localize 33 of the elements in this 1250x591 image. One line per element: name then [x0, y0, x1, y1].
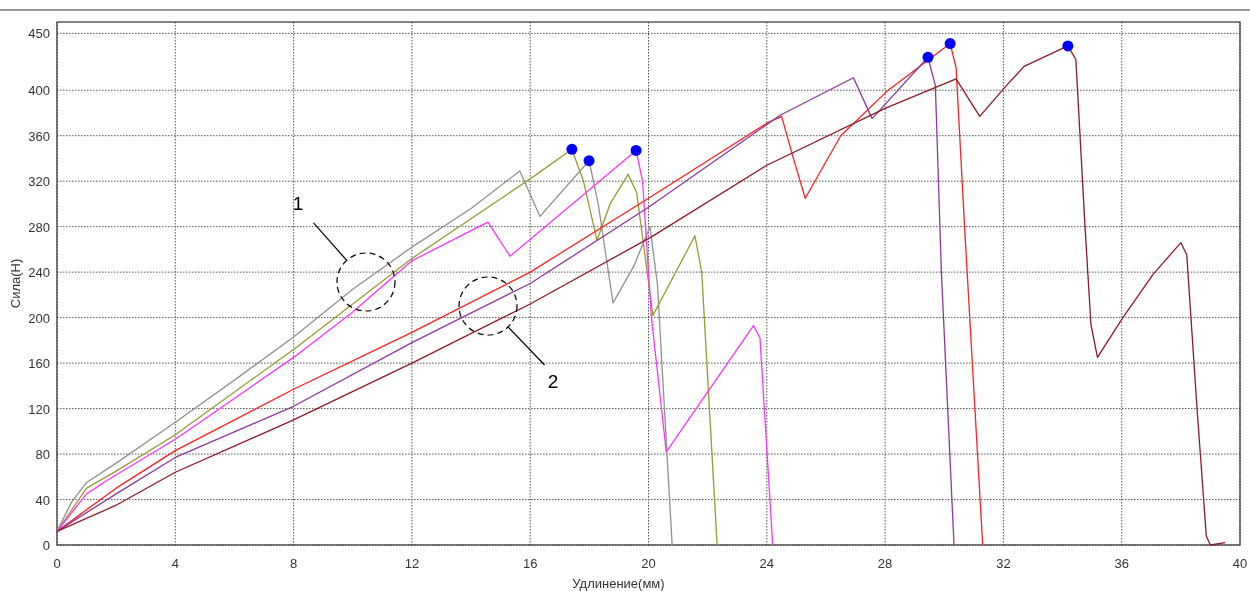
y-tick-label: 280 [28, 219, 50, 235]
point [566, 143, 578, 155]
point [583, 155, 595, 167]
y-tick-label: 200 [28, 310, 50, 326]
y-tick-label: 40 [35, 492, 50, 508]
x-tick-label: 20 [641, 556, 656, 571]
point [1062, 40, 1074, 52]
y-tick-label: 80 [35, 447, 50, 463]
x-tick-label: 8 [289, 556, 298, 571]
y-tick-label: 160 [28, 356, 50, 372]
annotation: 1 [292, 193, 304, 214]
y-tick-label: 360 [28, 128, 50, 144]
y-tick-label: 120 [28, 401, 50, 417]
point [944, 38, 956, 50]
x-tick-label: 16 [522, 556, 538, 571]
x-tick-label: 24 [759, 556, 775, 571]
y-tick-label: 0 [42, 538, 50, 553]
y-tick-label: 320 [28, 174, 50, 190]
x-tick-label: 36 [1114, 556, 1129, 571]
x-tick-label: 28 [877, 556, 893, 571]
y-axis-title: Сила(Н) [8, 258, 23, 309]
y-tick-label: 240 [28, 265, 50, 281]
x-tick-label: 40 [1232, 556, 1248, 571]
annotation: 2 [547, 371, 559, 392]
x-tick-label: 4 [171, 556, 179, 571]
point [630, 144, 642, 156]
x-tick-label: 32 [996, 556, 1011, 571]
x-tick-label: 0 [53, 556, 61, 571]
point [922, 51, 934, 63]
x-axis-title: Удлинение(мм) [572, 576, 665, 591]
x-tick-label: 12 [404, 556, 420, 571]
y-tick-label: 400 [28, 83, 50, 99]
y-tick-label: 450 [28, 26, 50, 42]
